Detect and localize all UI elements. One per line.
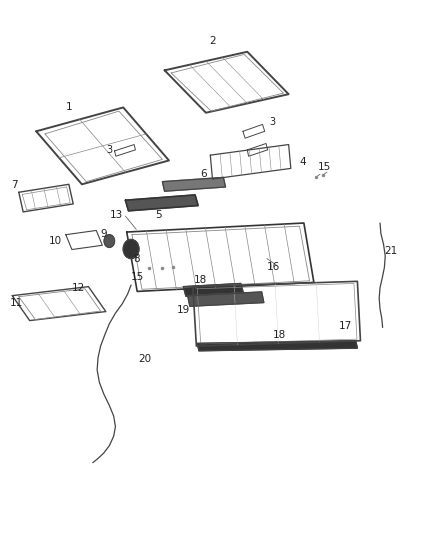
Text: 15: 15 [131,272,144,282]
Text: 6: 6 [201,169,207,179]
Text: 3: 3 [106,145,113,155]
Text: 4: 4 [299,157,306,166]
Text: 18: 18 [273,330,286,341]
Text: 7: 7 [11,180,18,190]
Text: 16: 16 [267,262,280,271]
Text: 18: 18 [194,274,207,285]
Text: 11: 11 [10,297,23,308]
Polygon shape [162,177,226,191]
Text: 9: 9 [100,229,107,239]
Text: 1: 1 [66,102,72,112]
Text: 13: 13 [110,209,124,220]
Text: 12: 12 [72,282,85,293]
Circle shape [123,239,139,259]
Circle shape [104,235,115,247]
Polygon shape [184,284,244,296]
Text: 15: 15 [318,162,331,172]
Text: 20: 20 [138,354,152,364]
Polygon shape [125,195,198,211]
Polygon shape [187,292,264,306]
Text: 21: 21 [384,246,398,256]
Text: 17: 17 [339,321,352,331]
Text: 8: 8 [133,254,140,263]
Text: 3: 3 [269,117,275,127]
Text: 10: 10 [49,236,62,246]
Text: 2: 2 [209,36,216,46]
Polygon shape [197,341,357,351]
Text: 19: 19 [177,305,190,315]
Text: 5: 5 [155,209,161,220]
